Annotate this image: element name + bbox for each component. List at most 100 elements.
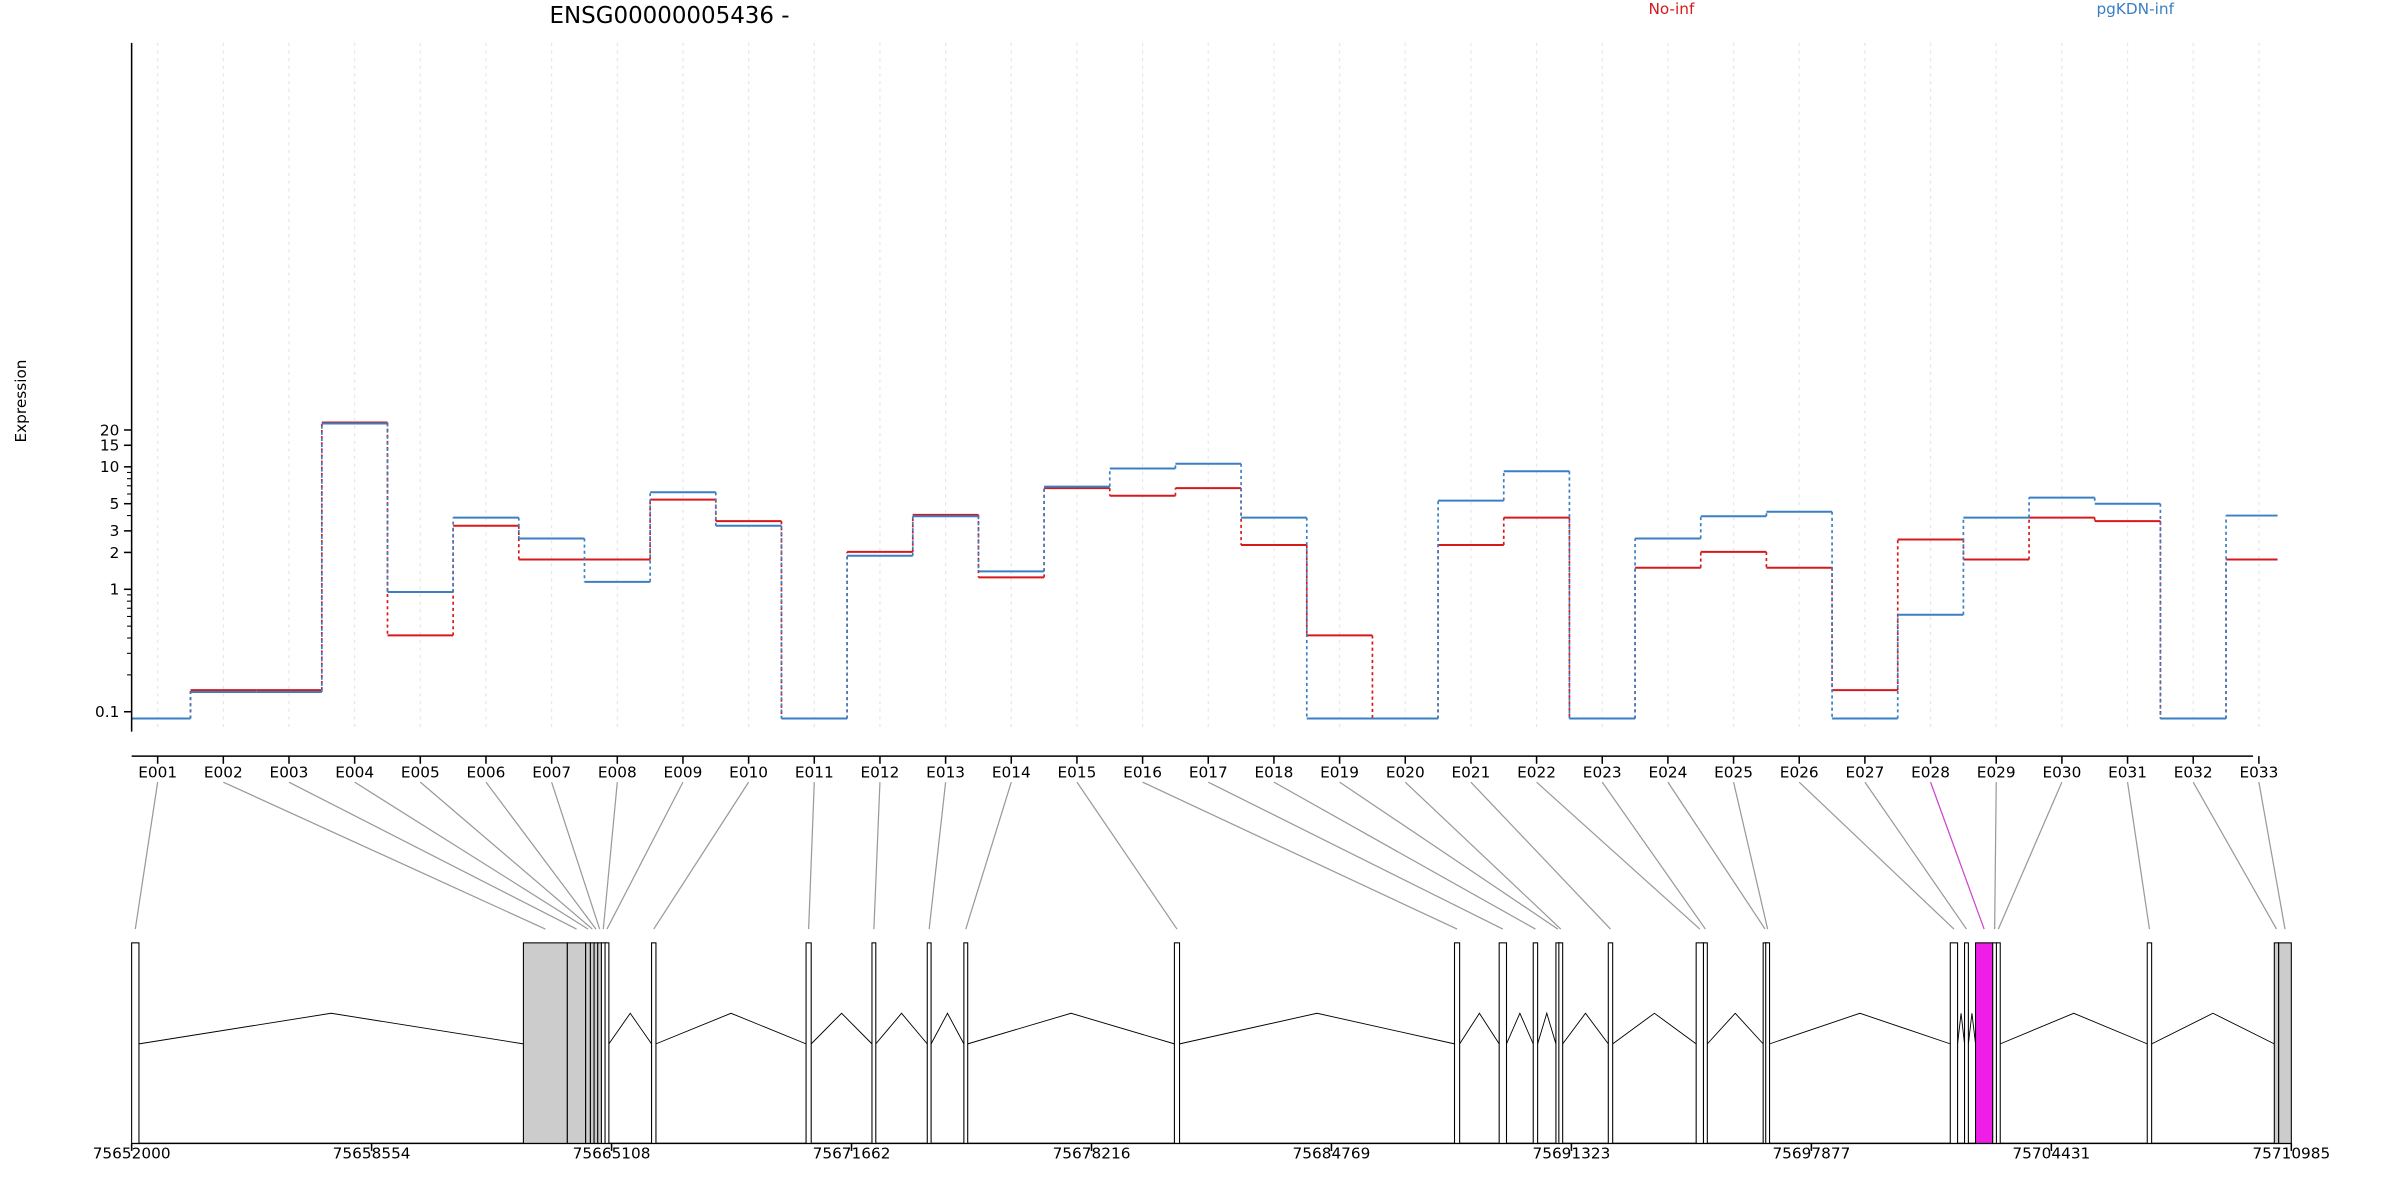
exon-connector [551, 781, 601, 930]
exon-connector [1273, 781, 1536, 930]
exon-connector [602, 782, 618, 930]
x-tick-label: E008 [598, 764, 637, 782]
gene-model [131, 942, 2292, 1145]
exon-connector [1667, 781, 1766, 930]
x-tick-label: E032 [2174, 764, 2213, 782]
exon-box [1532, 942, 1539, 1144]
exon-box [1949, 942, 1959, 1144]
exon-connector [419, 781, 593, 930]
exon-box [2146, 942, 2153, 1144]
intron-line [1967, 1013, 1976, 1044]
grid [157, 42, 2260, 732]
intron-line [1706, 1012, 1764, 1045]
x-tick-label: E030 [2042, 764, 2081, 782]
intron-line [930, 1012, 965, 1045]
intron-line [655, 1012, 807, 1045]
y-tick-label: 10 [100, 458, 119, 476]
exon-box [1453, 942, 1461, 1144]
y-tick-label: 3 [110, 522, 120, 540]
exon-connector [288, 781, 577, 930]
x-tick-label: E019 [1320, 764, 1359, 782]
x-tick-label: E004 [335, 764, 374, 782]
x-tick-label: E007 [532, 764, 571, 782]
x-tick-label: E013 [926, 764, 965, 782]
gene-axis-tick-label: 75665108 [573, 1145, 651, 1163]
intron-line [1506, 1012, 1534, 1045]
intron-line [1562, 1012, 1609, 1045]
gene-axis-tick-label: 75684769 [1293, 1145, 1371, 1163]
exon-box [1974, 942, 1994, 1144]
exon-connector [1470, 781, 1611, 930]
legend-pgkdn-inf: pgKDN-inf [2096, 0, 2174, 18]
exon-connector [1798, 781, 1955, 930]
exon-box [926, 942, 932, 1144]
x-tick-label: E002 [204, 764, 243, 782]
intron-line [875, 1012, 928, 1045]
intron-line [1537, 1011, 1557, 1045]
legend-no-inf: No-inf [1648, 0, 1695, 18]
x-tick-label: E003 [270, 764, 309, 782]
x-tick-label: E028 [1911, 764, 1950, 782]
exon-connector [1994, 782, 1997, 930]
intron-line [2000, 1012, 2148, 1045]
x-tick-label: E001 [138, 764, 177, 782]
exon-box [871, 942, 877, 1144]
gene-axis-tick-label: 75652000 [93, 1145, 171, 1163]
gene-axis-ticks: 75652000 75658554 75665108 75671662 75678216… [93, 1143, 2330, 1163]
gene-axis-tick-label: 75678216 [1053, 1145, 1131, 1163]
series-lines [131, 421, 2278, 720]
gene-axis-tick-label: 75671662 [813, 1145, 891, 1163]
exon-connector [873, 782, 881, 930]
x-tick-label: E011 [795, 764, 834, 782]
exon-connector [1864, 781, 1967, 930]
exon-connector [354, 781, 589, 930]
exon-box [604, 942, 610, 1144]
exon-box [1173, 942, 1181, 1144]
intron-line [138, 1012, 524, 1045]
exon-box [1995, 942, 2001, 1144]
x-tick-label: E009 [664, 764, 703, 782]
intron-line [810, 1012, 873, 1045]
exon-box [1498, 942, 1508, 1144]
exon-connector [653, 781, 750, 930]
intron-line [1459, 1012, 1500, 1045]
exon-box [585, 942, 591, 1144]
x-tick-label: E027 [1845, 764, 1884, 782]
x-tick-label: E015 [1058, 764, 1097, 782]
x-ticks: E001 E002 E003 E004 E005 E006 E007 E008 E009 E010… [138, 756, 2278, 782]
intron-line [1612, 1012, 1697, 1045]
x-tick-label: E031 [2108, 764, 2147, 782]
exon-box [1695, 942, 1705, 1144]
x-tick-label: E017 [1189, 764, 1228, 782]
exon-connector [2258, 782, 2286, 930]
y-axis-label: Expression [12, 359, 30, 442]
exon-connector [1601, 781, 1706, 930]
x-tick-label: E005 [401, 764, 440, 782]
exon-box [651, 942, 657, 1144]
x-tick-label: E016 [1123, 764, 1162, 782]
x-tick-label: E022 [1517, 764, 1556, 782]
exon-connector [1404, 781, 1562, 930]
x-tick-label: E014 [992, 764, 1031, 782]
x-tick-label: E033 [2239, 764, 2278, 782]
intron-line [1179, 1012, 1455, 1045]
exon-box [522, 942, 568, 1144]
x-tick-label: E021 [1451, 764, 1490, 782]
exon-connector [1997, 781, 2063, 930]
exon-connector [1339, 781, 1559, 930]
exon-connector [134, 782, 159, 930]
x-tick-label: E010 [729, 764, 768, 782]
x-tick-label: E024 [1648, 764, 1687, 782]
y-tick-label: 15 [100, 437, 119, 455]
gene-axis-tick-label: 75691323 [1532, 1145, 1610, 1163]
exon-connector [1076, 781, 1178, 930]
exon-box [805, 942, 812, 1144]
exon-connector [485, 781, 597, 930]
exon-connector [2126, 782, 2151, 930]
exon-connector [606, 781, 684, 930]
exon-box [2278, 942, 2292, 1144]
gene-axis-tick-label: 75710985 [2252, 1145, 2330, 1163]
gene-axis-tick-label: 75658554 [333, 1145, 411, 1163]
